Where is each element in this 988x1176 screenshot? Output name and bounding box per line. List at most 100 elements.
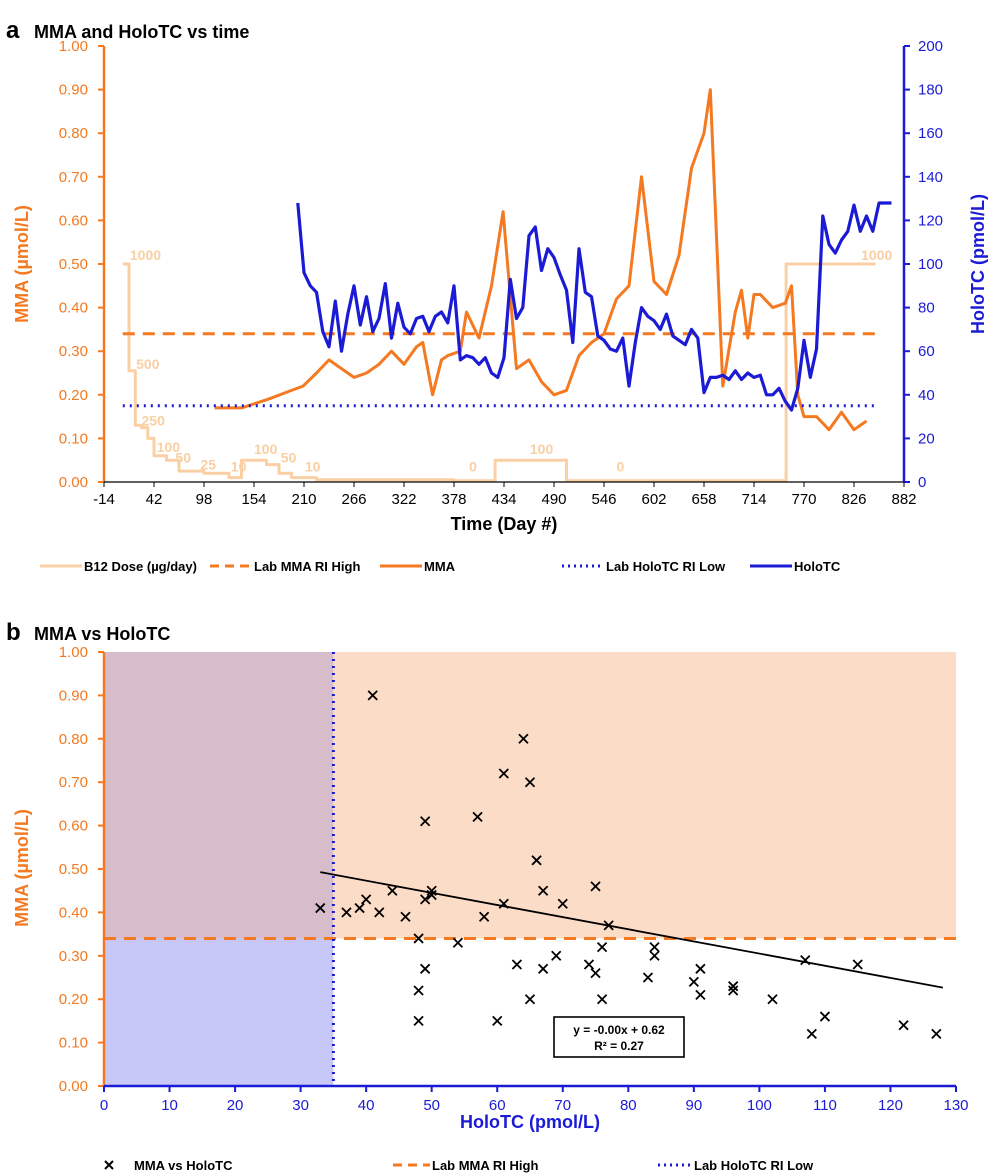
b-y-tick-label: 0.80 (59, 731, 88, 748)
b-x-tick-label: 70 (554, 1097, 571, 1114)
scatter-point (518, 733, 529, 744)
legend-label-lab-holotc-ri-low: Lab HoloTC RI Low (694, 1158, 814, 1173)
scatter-point (413, 933, 424, 944)
b-x-tick-label: 100 (747, 1097, 772, 1114)
x-tick-label: 826 (841, 491, 866, 508)
dose-label-13: 1000 (861, 247, 892, 263)
dose-label-5: 25 (200, 456, 216, 472)
scatter-point (413, 985, 424, 996)
b-y-tick-label: 0.30 (59, 948, 88, 965)
y-right-tick-label: 120 (918, 212, 943, 229)
y-left-tick-label: 1.00 (59, 38, 88, 55)
panel-b-legend: MMA vs HoloTC Lab MMA RI High Lab HoloTC R… (104, 1158, 814, 1173)
panel-a-axes: 0.00 0.10 0.20 0.30 0.40 0.50 0.60 0.70 0.80 0.90… (59, 38, 943, 508)
b-x-tick-label: 110 (813, 1097, 837, 1114)
scatter-point (583, 959, 595, 970)
panel-a-legend: B12 Dose (µg/day) Lab MMA RI High MMA Lab H… (40, 559, 841, 574)
scatter-point (590, 968, 601, 979)
x-tick-label: 546 (591, 491, 616, 508)
scatter-point (426, 885, 437, 896)
y-right-tick-label: 100 (918, 256, 943, 273)
b-x-tick-label: 0 (100, 1097, 108, 1114)
scatter-point (354, 902, 365, 914)
dose-label-1: 500 (136, 356, 160, 372)
panel-a-title: MMA and HoloTC vs time (34, 22, 249, 42)
b-x-tick-label: 30 (292, 1097, 309, 1114)
scatter-point (852, 959, 863, 970)
y-left-tick-label: 0.30 (59, 343, 88, 360)
b-x-tick-label: 120 (878, 1097, 903, 1114)
x-tick-label: 98 (196, 491, 213, 508)
equation-text: y = -0.00x + 0.62 (573, 1023, 665, 1037)
b-x-tick-label: 130 (943, 1097, 968, 1114)
panel-a-xlabel: Time (Day #) (451, 514, 558, 534)
scatter-point (341, 907, 352, 918)
x-tick-label: 266 (341, 491, 366, 508)
b-x-tick-label: 40 (358, 1097, 375, 1114)
scatter-point (688, 976, 699, 987)
panel-a-ylabel-right: HoloTC (pmol/L) (968, 194, 988, 334)
scatter-point (806, 1028, 817, 1040)
b-y-tick-label: 1.00 (59, 644, 88, 661)
legend-label-lab-mma-ri-high: Lab MMA RI High (254, 559, 360, 574)
x-tick-label: 882 (891, 491, 916, 508)
dose-label-7: 100 (254, 441, 278, 457)
scatter-point (551, 950, 562, 961)
scatter-point (649, 950, 660, 961)
panel-a-letter: a (6, 17, 20, 44)
scatter-point (387, 885, 398, 896)
equation-box-frame (553, 1016, 685, 1058)
series-holotc (296, 201, 892, 412)
b-x-tick-label: 20 (227, 1097, 244, 1114)
y-right-tick-label: 200 (918, 38, 943, 55)
legend-label-mma-vs-holotc: MMA vs HoloTC (134, 1158, 233, 1173)
scatter-point (361, 894, 372, 905)
scatter-point (367, 690, 378, 701)
panel-b-ylabel: MMA (µmol/L) (12, 809, 32, 927)
b-y-tick-label: 0.40 (59, 904, 88, 921)
b-x-tick-label: 10 (161, 1097, 178, 1114)
dose-label-2: 250 (142, 413, 166, 429)
r-squared-text: R² = 0.27 (594, 1039, 644, 1053)
y-left-tick-label: 0.90 (59, 82, 88, 99)
scatter-point (898, 1020, 909, 1031)
panel-b-title: MMA vs HoloTC (34, 624, 170, 644)
panel-b-plot-area (104, 652, 956, 1086)
x-tick-label: -14 (93, 491, 115, 508)
scatter-point (728, 985, 739, 996)
scatter-point (498, 898, 509, 909)
scatter-point (931, 1028, 942, 1040)
scatter-point (537, 885, 549, 896)
dose-label-12: 0 (617, 458, 625, 474)
b-y-tick-label: 0.50 (59, 861, 88, 878)
dose-label-8: 50 (281, 450, 297, 466)
scatter-point (800, 955, 811, 966)
y-right-tick-label: 80 (918, 300, 935, 317)
scatter-point (728, 981, 739, 992)
y-left-tick-label: 0.10 (59, 430, 88, 447)
series-b12-dose-g-day (122, 262, 876, 482)
scatter-point (531, 855, 542, 866)
y-left-tick-label: 0.80 (59, 125, 88, 142)
scatter-point (695, 963, 706, 974)
scatter-point (649, 941, 660, 953)
y-right-tick-label: 140 (918, 169, 943, 186)
b-y-tick-label: 0.60 (59, 818, 88, 835)
y-right-tick-label: 20 (918, 430, 935, 447)
dose-label-9: 10 (305, 458, 321, 474)
scatter-point (472, 811, 483, 823)
scatter-point (537, 963, 549, 974)
region-low-holotc (104, 938, 334, 1086)
scatter-point (400, 911, 411, 922)
b-y-tick-label: 0.10 (59, 1035, 88, 1052)
scatter-point (426, 889, 437, 901)
scatter-point (524, 994, 536, 1005)
scatter-point (374, 907, 385, 918)
panel-b-axes: 0.00 0.10 0.20 0.30 0.40 0.50 0.60 0.70 0.80 0.90… (59, 644, 969, 1114)
scatter-point (420, 963, 431, 974)
x-tick-label: 714 (741, 491, 766, 508)
b-y-tick-label: 0.90 (59, 687, 88, 704)
scatter-point (511, 959, 523, 970)
